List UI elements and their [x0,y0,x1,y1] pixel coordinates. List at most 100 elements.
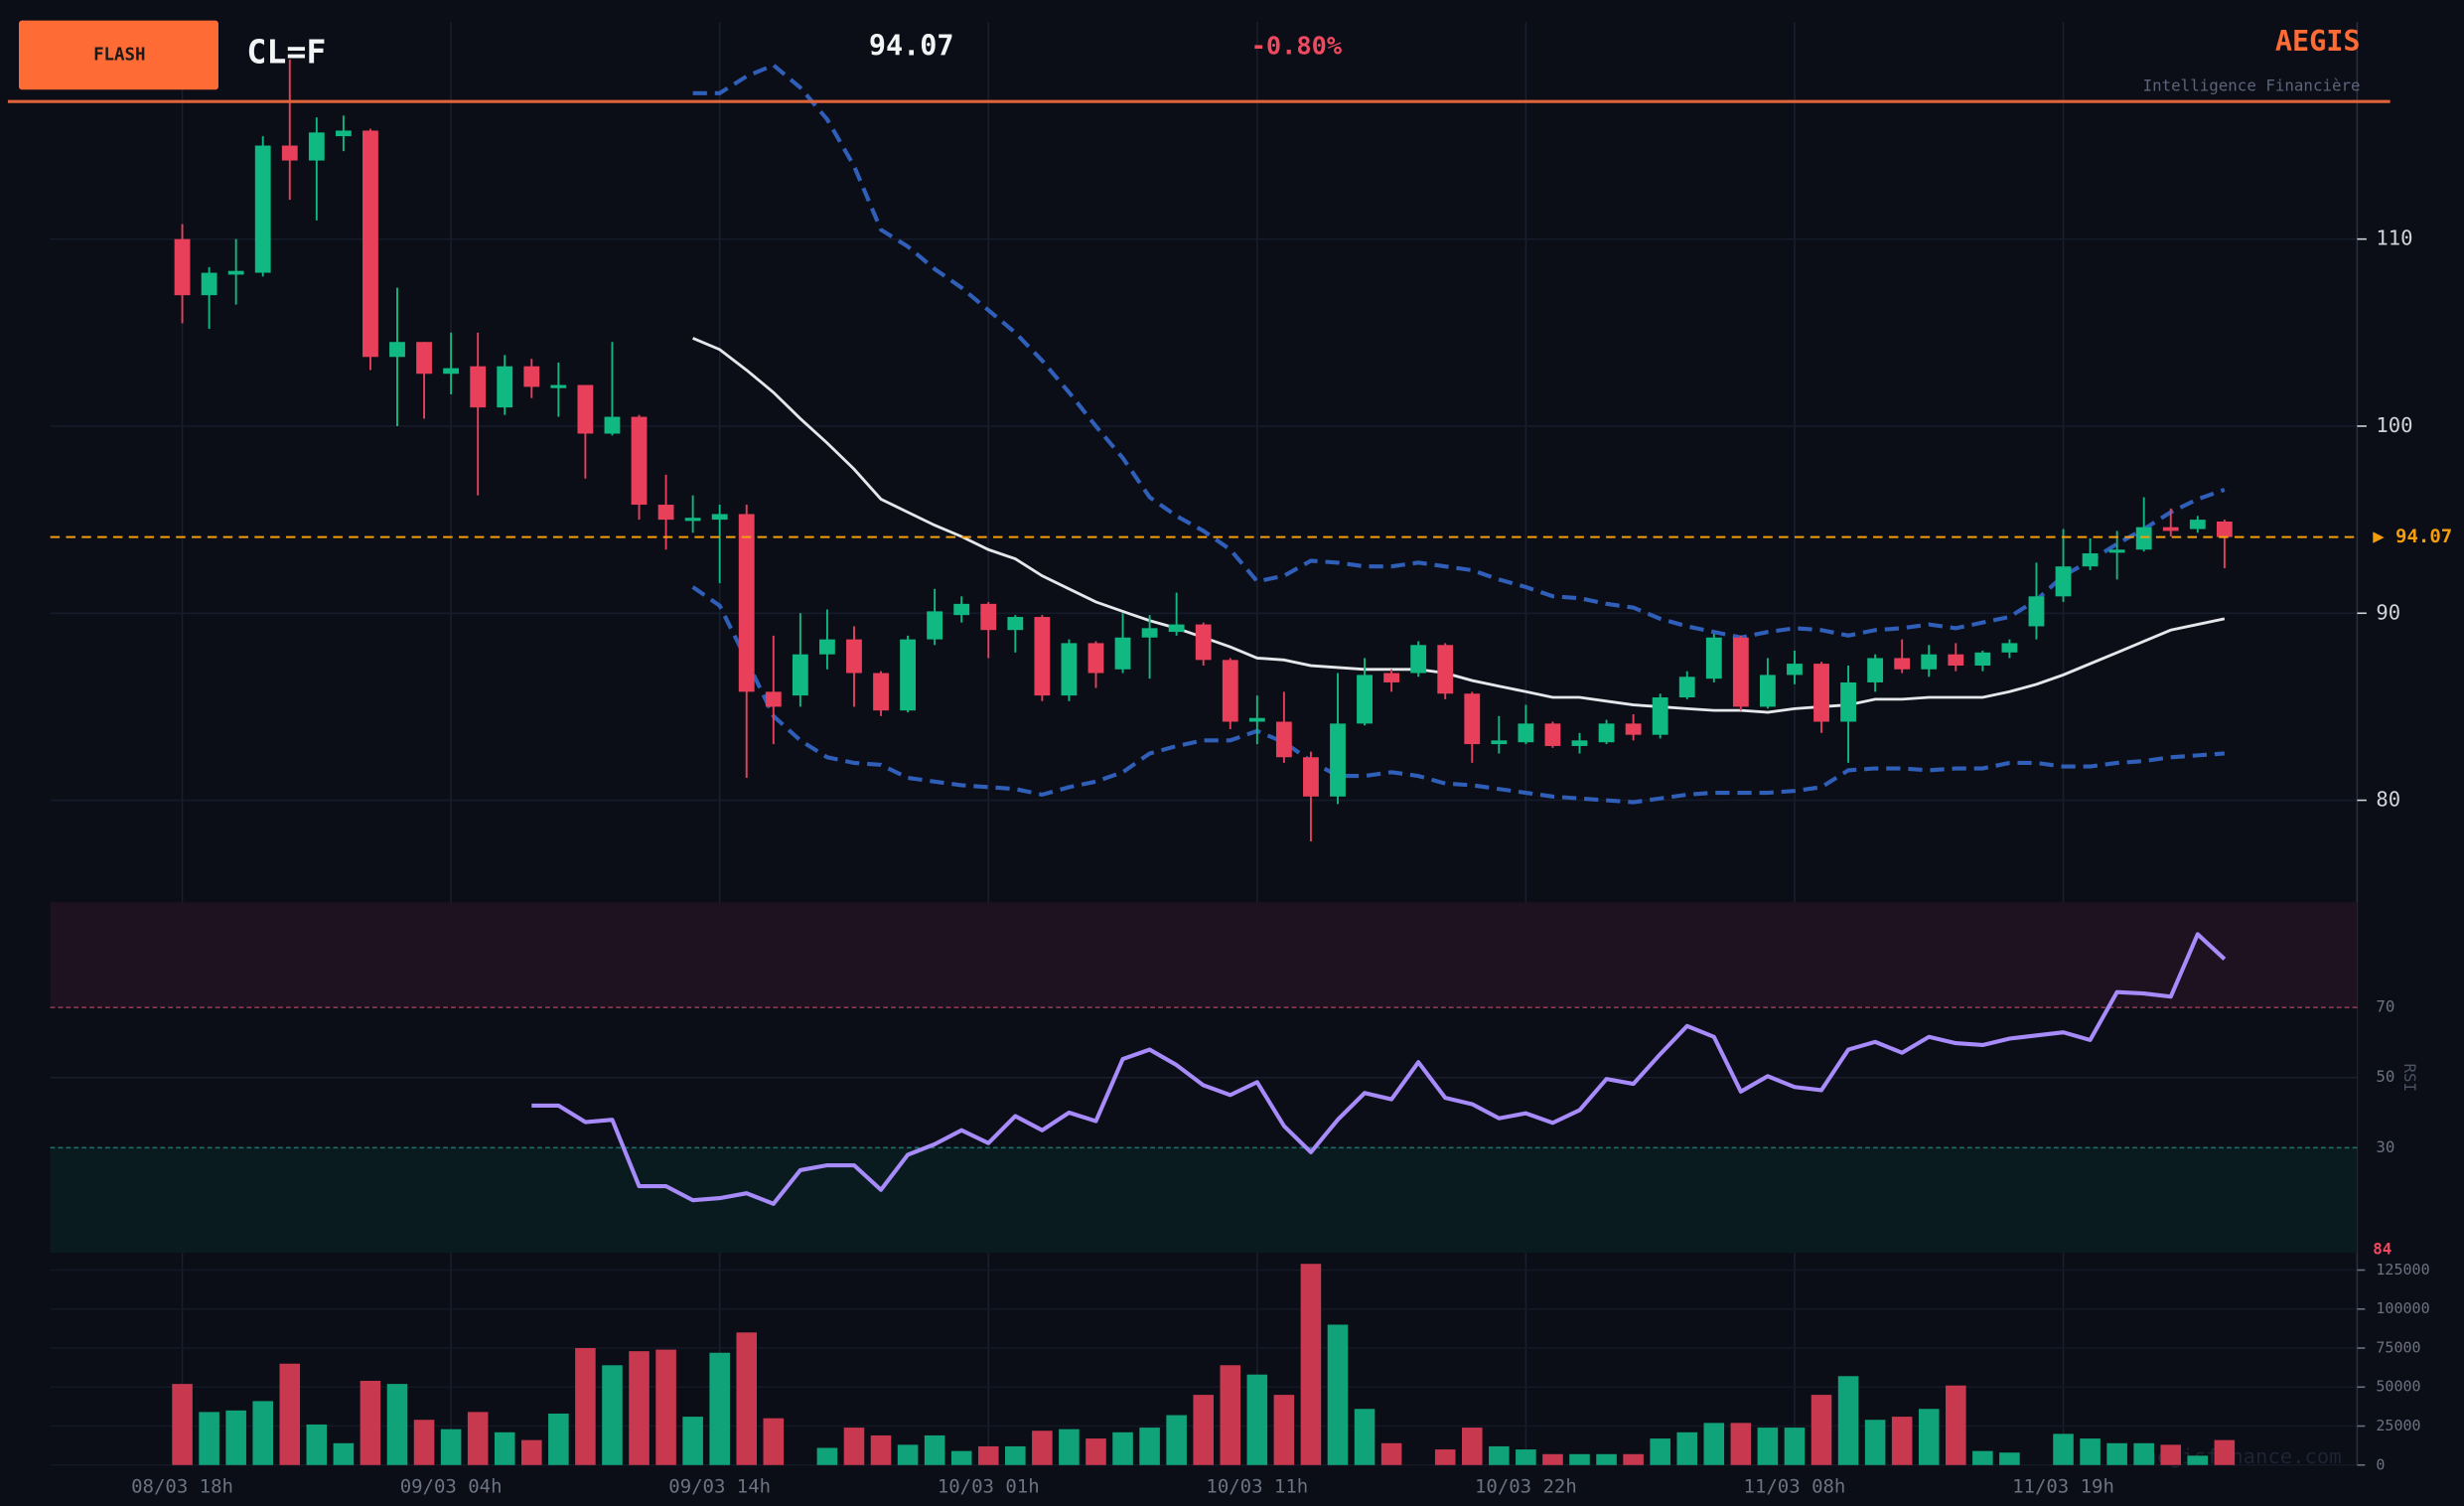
candle-body [980,603,997,631]
candle-body [873,673,889,711]
volume-bar [467,1412,489,1465]
volume-bar [1703,1423,1725,1465]
volume-bar [1811,1395,1832,1465]
y-tick-label: 90 [2376,600,2400,624]
volume-bar [602,1365,623,1465]
volume-bar [1676,1431,1698,1465]
volume-bar [682,1417,703,1465]
y-tick-label: 125000 [2376,1261,2429,1279]
candle-body [792,654,808,696]
rsi-value-label: 84 [2373,1239,2392,1258]
volume-bar [2214,1439,2236,1465]
candle-body [174,238,191,296]
candle-body [1544,723,1561,746]
candle-body [818,639,835,655]
candle-body [953,603,970,616]
candle-body [1034,617,1051,696]
volume-bar [172,1384,193,1465]
candle-body [1275,721,1292,758]
flash-button-label[interactable]: FLASH [93,45,145,65]
candle-body [1759,675,1776,707]
x-tick-label: 10/03 11h [1206,1475,1308,1497]
candle-body [577,384,594,434]
volume-bar [977,1445,999,1465]
volume-bar [843,1428,865,1465]
volume-bar [1650,1438,1670,1465]
candle-body [765,691,782,707]
x-tick-label: 11/03 08h [1744,1475,1846,1497]
candle-body [2082,553,2099,567]
volume-bar [199,1412,219,1465]
candle-body [1598,723,1615,743]
volume-bar [1086,1438,1106,1465]
volume-bar [279,1363,301,1465]
volume-bar [520,1439,542,1465]
candle-body [1114,637,1131,670]
volume-bar [333,1442,355,1465]
volume-bar [1300,1264,1322,1465]
candle-body [1732,637,1749,707]
volume-bar [1864,1420,1886,1465]
volume-bar [1999,1452,2020,1465]
candle-body [604,416,621,434]
volume-bar [1891,1417,1913,1465]
volume-bar [1837,1376,1859,1465]
flash-button[interactable] [18,20,218,90]
candle-body [497,366,513,408]
symbol: CL=F [246,32,326,71]
volume-bar [763,1418,785,1465]
candle-body [281,145,298,161]
candle-body [1383,673,1400,682]
x-tick-label: 09/03 14h [668,1475,771,1497]
volume-bar [870,1434,892,1465]
candle-body [1625,723,1642,735]
candle-body [1168,624,1185,633]
candle-body [1571,740,1588,746]
candle-body [2189,520,2206,529]
volume-bar [1005,1445,1026,1465]
y-tick-label: 0 [2376,1455,2385,1473]
candle-body [201,272,217,296]
volume-bar [413,1420,435,1465]
candle-body [1678,677,1695,698]
average-line [692,337,2226,714]
candle-body [1974,652,1991,666]
volume-bar [360,1380,381,1465]
volume-bar [1623,1453,1644,1465]
candle-body [1303,757,1319,797]
candle-body [1948,654,1964,666]
volume-bar [1166,1415,1187,1465]
candle-body [1087,643,1104,674]
candle-body [1141,628,1158,638]
price-line-label: ▶ 94.07 [2373,526,2452,547]
y-tick-label: 75000 [2376,1339,2420,1357]
candle-body [1061,643,1078,696]
candle-body [227,270,244,275]
volume-bar [1380,1442,1402,1465]
volume-bar [252,1401,273,1465]
candle-body [2216,522,2233,537]
volume-bar [2133,1442,2154,1465]
volume-bar [736,1332,758,1465]
volume-bar [1596,1453,1617,1465]
volume-bar [1918,1409,1940,1465]
volume-bar [897,1444,919,1465]
y-tick-label: 30 [2376,1137,2394,1156]
candle-body [335,130,352,137]
volume-bar [1730,1423,1752,1465]
rsi-line [531,932,2227,1206]
candle-body [1705,637,1722,679]
candle-body [1248,717,1265,722]
candle-body [1840,681,1856,722]
volume-bar [1032,1431,1053,1465]
candle-body [308,132,325,161]
volume-bar [629,1351,650,1465]
x-tick-label: 08/03 18h [131,1475,233,1497]
volume-bar [1112,1431,1133,1465]
y-tick-label: 80 [2376,788,2400,812]
candle-body [1410,645,1427,674]
candle-body [2108,549,2125,553]
candle-body [1867,658,1884,682]
